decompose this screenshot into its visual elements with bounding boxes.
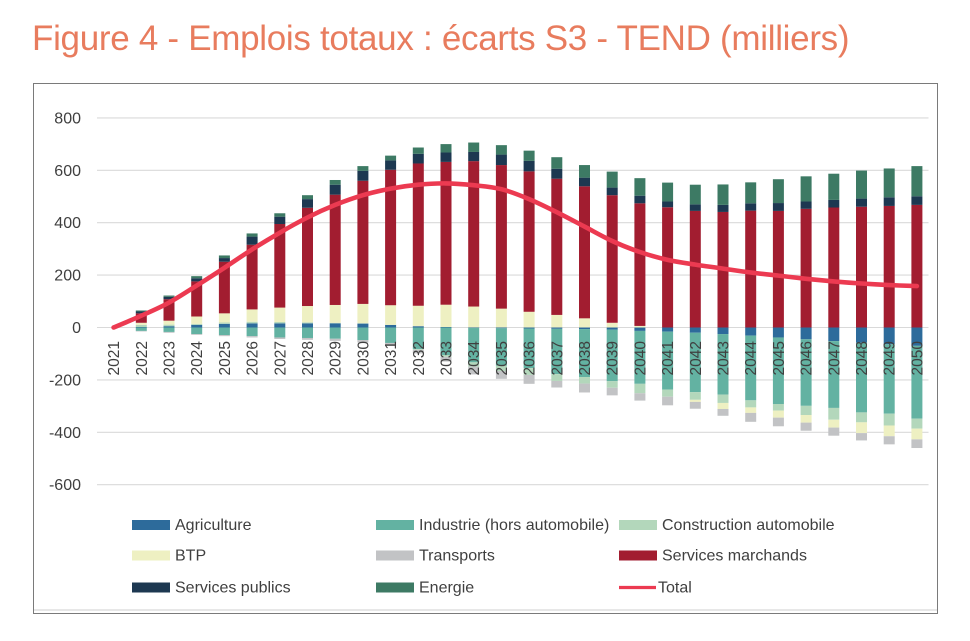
svg-text:2042: 2042 — [688, 341, 705, 375]
svg-text:Services publics: Services publics — [175, 580, 291, 597]
svg-text:2034: 2034 — [466, 341, 483, 376]
svg-text:2021: 2021 — [106, 341, 123, 375]
svg-text:2033: 2033 — [439, 341, 456, 375]
svg-text:2049: 2049 — [882, 341, 899, 375]
svg-text:2037: 2037 — [549, 341, 566, 375]
svg-text:2026: 2026 — [245, 341, 262, 375]
svg-text:Industrie (hors automobile): Industrie (hors automobile) — [419, 517, 609, 534]
svg-text:2047: 2047 — [826, 341, 843, 375]
svg-text:800: 800 — [54, 110, 81, 127]
svg-text:-200: -200 — [49, 372, 81, 389]
svg-text:2038: 2038 — [577, 341, 594, 375]
svg-text:2022: 2022 — [134, 341, 151, 375]
svg-text:2040: 2040 — [632, 341, 649, 376]
svg-text:2046: 2046 — [799, 341, 816, 375]
svg-text:2039: 2039 — [605, 341, 622, 375]
svg-text:2024: 2024 — [189, 341, 206, 376]
svg-text:2045: 2045 — [771, 341, 788, 375]
svg-text:-600: -600 — [49, 477, 81, 494]
svg-text:200: 200 — [54, 268, 81, 285]
svg-text:2023: 2023 — [162, 341, 179, 375]
svg-text:Construction automobile: Construction automobile — [662, 517, 835, 534]
svg-text:2041: 2041 — [660, 341, 677, 375]
svg-text:BTP: BTP — [175, 548, 206, 565]
svg-text:-400: -400 — [49, 425, 81, 442]
svg-text:2032: 2032 — [411, 341, 428, 375]
svg-text:2043: 2043 — [716, 341, 733, 375]
svg-text:2028: 2028 — [300, 341, 317, 375]
svg-text:Total: Total — [658, 580, 692, 597]
svg-text:2044: 2044 — [743, 341, 760, 376]
svg-text:2035: 2035 — [494, 341, 511, 375]
svg-text:2036: 2036 — [522, 341, 539, 375]
svg-text:2048: 2048 — [854, 341, 871, 375]
svg-text:2030: 2030 — [355, 341, 372, 376]
svg-text:2027: 2027 — [272, 341, 289, 375]
svg-text:Energie: Energie — [419, 580, 474, 597]
svg-text:400: 400 — [54, 215, 81, 232]
svg-text:Transports: Transports — [419, 548, 495, 565]
svg-text:600: 600 — [54, 163, 81, 180]
svg-text:Agriculture: Agriculture — [175, 517, 252, 534]
svg-text:2031: 2031 — [383, 341, 400, 375]
svg-text:2025: 2025 — [217, 341, 234, 375]
svg-text:Services marchands: Services marchands — [662, 548, 807, 565]
svg-text:0: 0 — [72, 320, 81, 337]
svg-text:2050: 2050 — [909, 341, 926, 376]
svg-text:2029: 2029 — [328, 341, 345, 375]
